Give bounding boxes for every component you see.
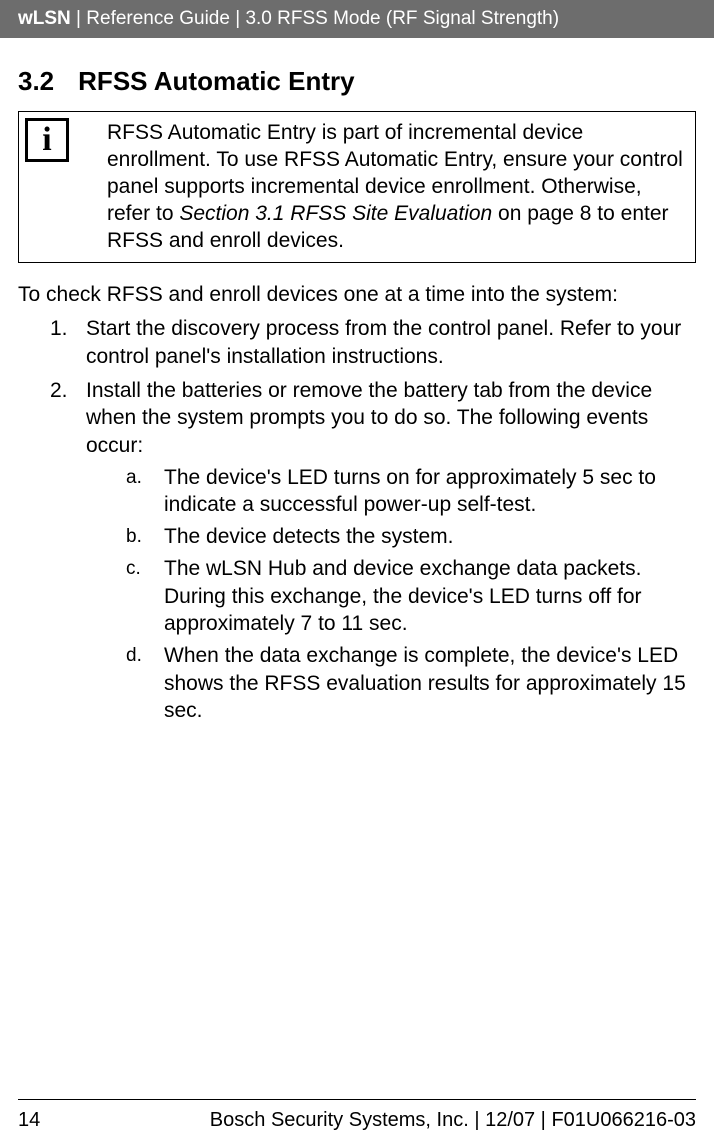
- substeps-list: a. The device's LED turns on for approxi…: [126, 464, 696, 725]
- steps-list: 1. Start the discovery process from the …: [50, 315, 696, 725]
- substep-c: c. The wLSN Hub and device exchange data…: [126, 555, 696, 638]
- footer-text: Bosch Security Systems, Inc. | 12/07 | F…: [210, 1109, 696, 1132]
- info-text: RFSS Automatic Entry is part of incremen…: [77, 112, 695, 262]
- step-2-marker: 2.: [50, 377, 68, 405]
- section-heading: 3.2 RFSS Automatic Entry: [18, 66, 696, 97]
- section-number: 3.2: [18, 66, 54, 96]
- substep-c-text: The wLSN Hub and device exchange data pa…: [164, 557, 642, 635]
- substep-a: a. The device's LED turns on for approxi…: [126, 464, 696, 519]
- header-product: wLSN: [18, 8, 71, 29]
- info-callout: i RFSS Automatic Entry is part of increm…: [18, 111, 696, 263]
- header-sep-2: |: [230, 8, 246, 29]
- header-sep-1: |: [71, 8, 87, 29]
- body-content: To check RFSS and enroll devices one at …: [18, 281, 696, 725]
- substep-a-text: The device's LED turns on for approximat…: [164, 466, 656, 517]
- footer-rule: [18, 1099, 696, 1100]
- substep-d: d. When the data exchange is complete, t…: [126, 642, 696, 725]
- info-icon: i: [25, 118, 69, 162]
- substep-b: b. The device detects the system.: [126, 523, 696, 551]
- page-header: wLSN | Reference Guide | 3.0 RFSS Mode (…: [0, 0, 714, 38]
- step-1-text: Start the discovery process from the con…: [86, 317, 681, 368]
- intro-text: To check RFSS and enroll devices one at …: [18, 281, 696, 309]
- page-number: 14: [18, 1109, 40, 1132]
- header-doc: Reference Guide: [86, 8, 230, 29]
- substep-c-marker: c.: [126, 556, 141, 581]
- substep-b-text: The device detects the system.: [164, 525, 453, 548]
- info-icon-glyph: i: [42, 121, 51, 159]
- section-title-text: RFSS Automatic Entry: [78, 66, 354, 96]
- header-section: 3.0 RFSS Mode (RF Signal Strength): [245, 8, 559, 29]
- page-footer: 14 Bosch Security Systems, Inc. | 12/07 …: [18, 1109, 696, 1132]
- info-ref: Section 3.1 RFSS Site Evaluation: [179, 202, 492, 225]
- substep-d-marker: d.: [126, 643, 142, 668]
- step-1-marker: 1.: [50, 315, 68, 343]
- substep-d-text: When the data exchange is complete, the …: [164, 644, 686, 722]
- substep-a-marker: a.: [126, 465, 142, 490]
- substep-b-marker: b.: [126, 524, 142, 549]
- step-2-text: Install the batteries or remove the batt…: [86, 379, 652, 457]
- step-2: 2. Install the batteries or remove the b…: [50, 377, 696, 726]
- step-1: 1. Start the discovery process from the …: [50, 315, 696, 370]
